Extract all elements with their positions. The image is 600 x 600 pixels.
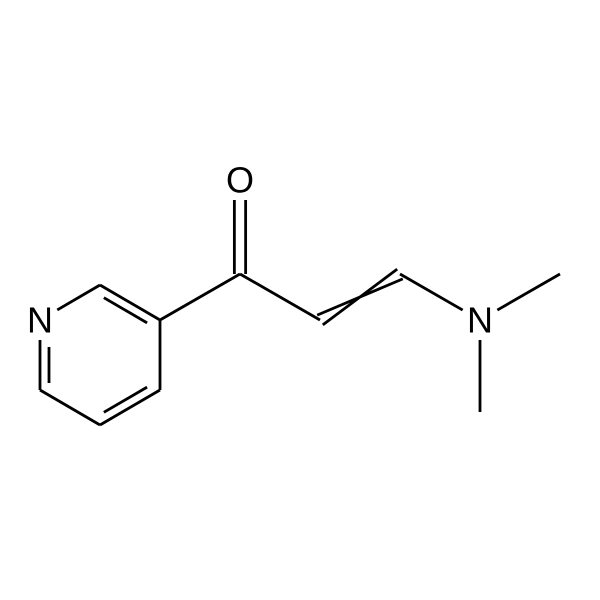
molecule-canvas: O N N: [0, 0, 600, 600]
bond-line: [240, 274, 320, 320]
bond-line: [57, 285, 100, 310]
bond-line: [100, 285, 160, 320]
bond-line: [100, 390, 160, 425]
bond-line: [160, 274, 240, 320]
bond-line: [40, 390, 100, 425]
atom-label: N: [27, 300, 53, 341]
bond-line: [317, 279, 403, 315]
bond-line: [497, 274, 560, 310]
atom-label: O: [226, 160, 254, 201]
bond-line: [400, 274, 463, 310]
atom-label: N: [467, 300, 493, 341]
